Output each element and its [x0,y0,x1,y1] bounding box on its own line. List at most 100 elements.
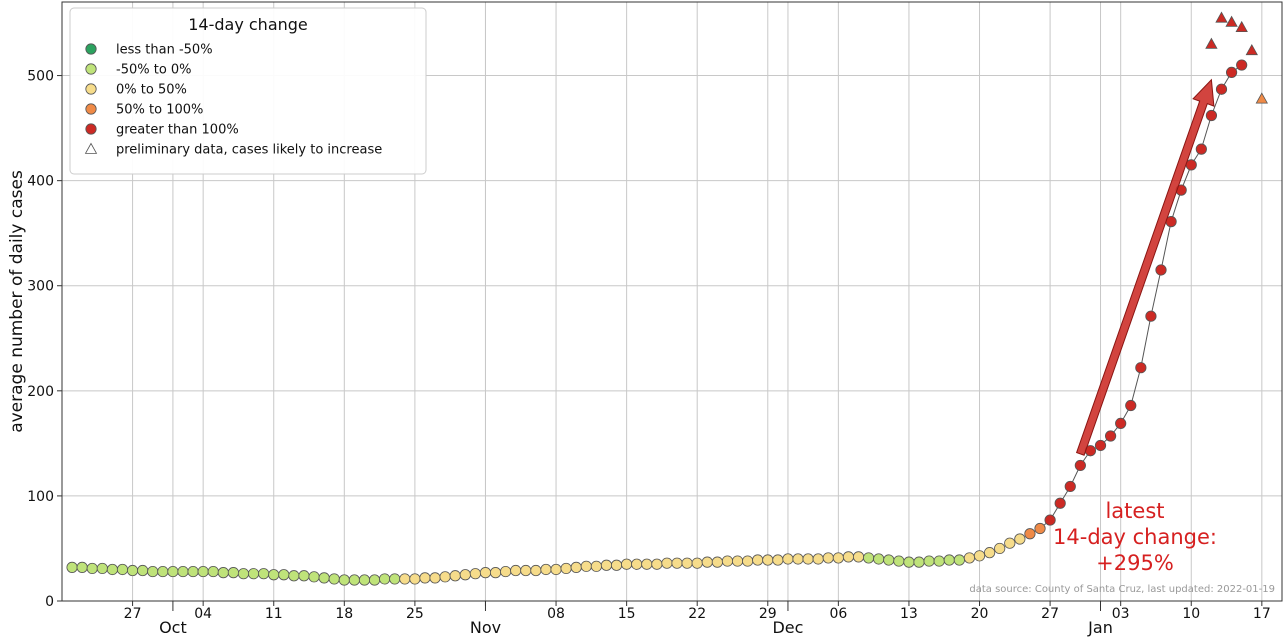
x-tick-label: 18 [335,606,353,622]
data-point [500,565,512,578]
data-point [1115,417,1127,430]
trend-arrow [1075,78,1215,456]
data-point [631,558,643,570]
x-tick-label: 25 [406,606,424,622]
y-tick-label: 0 [45,594,54,610]
x-tick-label: 06 [829,606,847,622]
data-point [782,553,794,565]
data-point [1205,109,1218,122]
data-point [1155,264,1167,276]
x-month-label: Oct [159,618,187,637]
preliminary-point [1235,20,1248,33]
trend-line [1029,64,1242,535]
legend: 14-day change less than -50% -50% to 0% 0% … [69,7,427,175]
data-point [984,547,996,559]
data-point [268,569,280,581]
data-point [1044,514,1056,526]
data-point [348,574,360,586]
data-point [197,565,209,578]
data-point [409,573,421,585]
data-point [510,564,522,577]
data-point [762,554,774,566]
data-point [943,554,955,566]
data-point [96,562,108,575]
data-point [1094,439,1107,452]
data-point [671,557,683,569]
y-tick-label: 300 [27,279,54,295]
data-point [701,556,713,568]
plot-frame [61,1,1283,602]
data-point [106,563,119,576]
data-point [842,551,855,563]
preliminary-point [1255,92,1268,104]
data-point [560,562,572,575]
data-point [772,554,784,566]
data-point [681,557,693,569]
data-point [469,568,481,580]
data-point [923,555,935,567]
data-point [368,574,381,586]
data-point [66,561,78,573]
data-point [1004,537,1016,549]
data-point [328,573,340,585]
data-point [994,542,1006,555]
data-point [711,556,723,568]
data-point [621,558,633,570]
data-point [298,570,310,582]
data-point [1145,310,1157,322]
y-tick-label: 500 [27,69,54,85]
data-point [913,556,925,568]
data-point [459,569,471,581]
annotation-line: 14-day change: [1053,525,1217,549]
data-point [76,561,88,573]
data-point [126,564,139,577]
data-point [600,559,613,571]
data-point [651,558,663,570]
x-tick-label: 11 [265,606,283,622]
data-point [157,565,169,578]
data-point [641,558,653,570]
x-tick-label: 29 [759,606,777,622]
x-tick-label: 08 [547,606,565,622]
x-month-label: Jan [1087,618,1113,637]
data-point [1104,430,1117,442]
data-point [207,565,219,578]
data-point [439,571,451,583]
legend-marker [85,43,97,55]
data-point [903,556,915,568]
y-tick-label: 100 [27,489,54,505]
data-point [318,572,330,584]
data-point [1074,459,1086,472]
data-point [973,550,986,562]
data-point [812,553,824,565]
data-point [308,571,320,583]
data-point [1024,528,1036,540]
data-point [258,568,270,580]
legend-title: 14-day change [188,15,308,34]
legend-marker [85,103,97,115]
data-point [1064,480,1076,493]
legend-label: -50% to 0% [116,63,192,78]
data-point [247,568,260,580]
annotation-line: latest [1105,499,1164,523]
data-point [752,554,764,566]
legend-marker [84,142,98,154]
data-point [227,567,240,579]
x-tick-label: 03 [1112,606,1130,622]
x-tick-label: 17 [1253,606,1271,622]
legend-label: less than -50% [116,43,213,58]
x-month-label: Dec [772,618,803,637]
legend-box [69,7,427,175]
data-point [187,565,199,578]
data-point [278,569,290,581]
data-point [116,563,129,576]
data-point [479,567,492,579]
data-point [389,573,401,585]
preliminary-point [1205,37,1218,49]
legend-label: preliminary data, cases likely to increa… [116,143,382,158]
data-point [863,552,875,564]
data-point [237,568,250,580]
y-axis-title: average number of daily cases [7,170,27,433]
